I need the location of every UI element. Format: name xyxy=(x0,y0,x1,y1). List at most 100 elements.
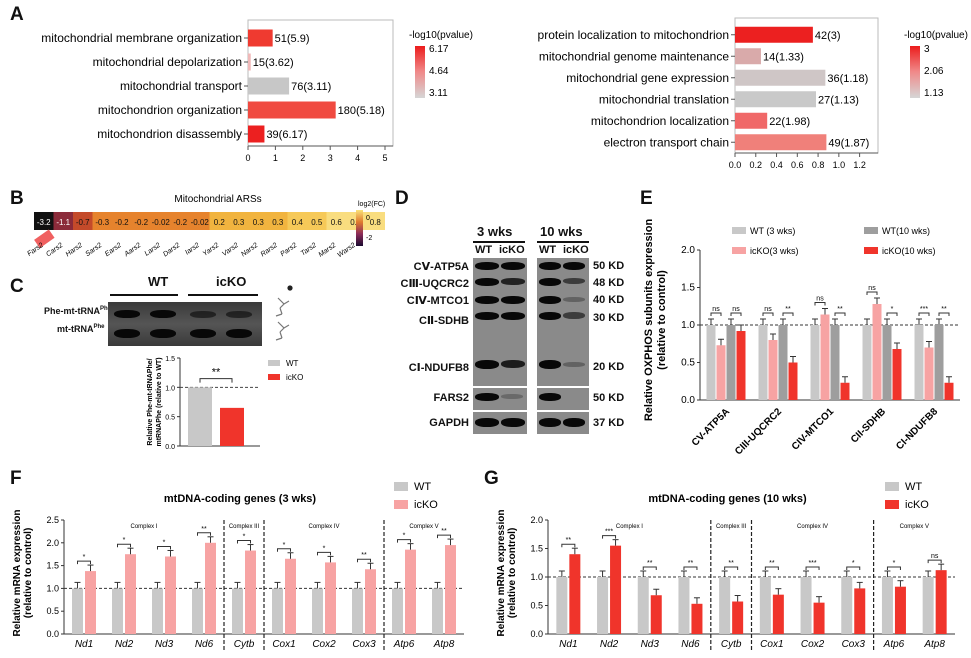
bar xyxy=(432,588,443,634)
gene-label: Yars2 xyxy=(202,242,221,258)
y-tick-label: 2.0 xyxy=(681,245,695,256)
bar xyxy=(759,577,771,634)
group-label: Complex V xyxy=(409,524,438,530)
legend-label: WT xyxy=(414,481,431,493)
category-label: mitochondrion localization xyxy=(591,114,729,128)
gene-label: Nars2 xyxy=(240,242,259,259)
gene-label: Tars2 xyxy=(300,242,318,258)
bar xyxy=(112,588,123,634)
d-row-mtco1: CⅣ-MTCO1 xyxy=(406,295,469,307)
bar xyxy=(352,588,363,634)
bar xyxy=(365,569,376,634)
sig-bracket xyxy=(357,558,371,563)
y-tick-label: 1.5 xyxy=(46,561,59,571)
c-blot: WT icKO Phe-mt-tRNAPhe mt-tRNAPhe xyxy=(0,270,390,350)
bar xyxy=(597,577,609,634)
heatmap-cell xyxy=(92,212,112,230)
bar xyxy=(165,556,176,634)
y-tick-label: 2.5 xyxy=(46,515,59,525)
bar xyxy=(944,382,954,400)
legend-title: -log10(pvalue) xyxy=(409,30,473,41)
bar xyxy=(736,331,746,400)
sig-label: * xyxy=(893,560,896,567)
gene-highlight xyxy=(34,229,55,249)
d-header-10wks: 10 wks xyxy=(540,224,583,239)
gene-label: Dars2 xyxy=(162,242,181,259)
category-label: CV-ATP5A xyxy=(690,406,732,448)
d-kd-7: 37 KD xyxy=(593,417,625,429)
group-label: Complex IV xyxy=(797,524,828,530)
category-label: Atp6 xyxy=(883,639,905,650)
sig-bracket xyxy=(199,378,233,383)
bar xyxy=(188,387,212,446)
bar xyxy=(772,594,784,634)
y-tick-label: 1.5 xyxy=(530,544,543,554)
sig-bracket xyxy=(117,543,131,548)
category-label: Cox3 xyxy=(842,639,866,650)
category-label: mitochondrial membrane organization xyxy=(41,31,242,45)
gene-label: Rars2 xyxy=(260,242,279,259)
legend-swatch xyxy=(268,360,280,366)
sig-label: ** xyxy=(201,526,207,533)
bar xyxy=(220,407,244,446)
heatmap-colorbar xyxy=(356,210,363,246)
bar xyxy=(248,29,273,47)
bar xyxy=(678,577,690,634)
sig-label: * xyxy=(403,533,406,540)
d-ko-1: icKO xyxy=(499,244,525,256)
legend-label: WT(10 wks) xyxy=(882,226,930,236)
legend-tick: 3 xyxy=(924,44,930,55)
chart-title: mtDNA-coding genes (10 wks) xyxy=(648,493,807,505)
sig-label: * xyxy=(123,537,126,544)
d-row-atp5a: CⅤ-ATP5A xyxy=(413,261,469,273)
category-label: CI-NDUFB8 xyxy=(894,406,940,452)
sig-label: ** xyxy=(688,560,694,567)
bar xyxy=(788,362,798,400)
category-label: Cox1 xyxy=(760,639,783,650)
x-tick-label: 3 xyxy=(328,153,333,163)
bar xyxy=(152,588,163,634)
legend-label: icKO xyxy=(905,499,929,511)
sig-label: * xyxy=(891,306,894,313)
bar-label: 76(3.11) xyxy=(291,81,331,93)
sig-label: ns xyxy=(764,306,772,313)
y-label: (relative to control) xyxy=(23,528,34,619)
legend-label: icKO xyxy=(286,373,303,382)
sig-bracket xyxy=(437,534,451,539)
heatmap-legend-tick: 0 xyxy=(366,215,370,222)
category-label: mitochondrial genome maintenance xyxy=(539,49,729,63)
y-tick-label: 0.5 xyxy=(681,358,695,369)
heatmap-legend-title: log2(FC) xyxy=(358,201,385,208)
heatmap-value: -0.2 xyxy=(115,218,129,227)
sig-bracket xyxy=(918,312,930,316)
gene-label: Pars2 xyxy=(279,242,298,258)
category-label: Cytb xyxy=(234,639,255,650)
bar xyxy=(813,602,825,634)
bar xyxy=(841,577,853,634)
panel-letter-e: E xyxy=(640,188,653,209)
sig-bracket xyxy=(764,566,779,570)
legend-colorbar xyxy=(415,46,425,98)
heatmap-cell xyxy=(248,212,268,230)
group-label: Complex I xyxy=(130,524,157,530)
bar xyxy=(758,325,768,400)
heatmap-value: 0.8 xyxy=(370,218,382,227)
d-wt-1: WT xyxy=(475,244,493,256)
bar xyxy=(719,577,731,634)
sig-bracket xyxy=(642,566,657,570)
sig-label: ns xyxy=(931,553,939,560)
heatmap-value: 0.3 xyxy=(233,218,245,227)
legend-tick: 1.13 xyxy=(924,88,944,99)
category-label: protein localization to mitochondrion xyxy=(538,28,729,42)
d-kd-1: 50 KD xyxy=(593,260,625,272)
bar xyxy=(650,595,662,634)
d-line-10wks xyxy=(537,241,589,243)
y-label: (relative to control) xyxy=(656,270,668,370)
bar xyxy=(125,554,136,634)
y-label: Relative mRNA expression xyxy=(496,510,507,637)
x-tick-label: 0.8 xyxy=(812,160,825,170)
y-label: (relative to control) xyxy=(507,528,518,619)
gene-label: Aars2 xyxy=(123,242,143,259)
x-tick-label: 1 xyxy=(273,153,278,163)
y-tick-label: 0.0 xyxy=(681,395,695,406)
